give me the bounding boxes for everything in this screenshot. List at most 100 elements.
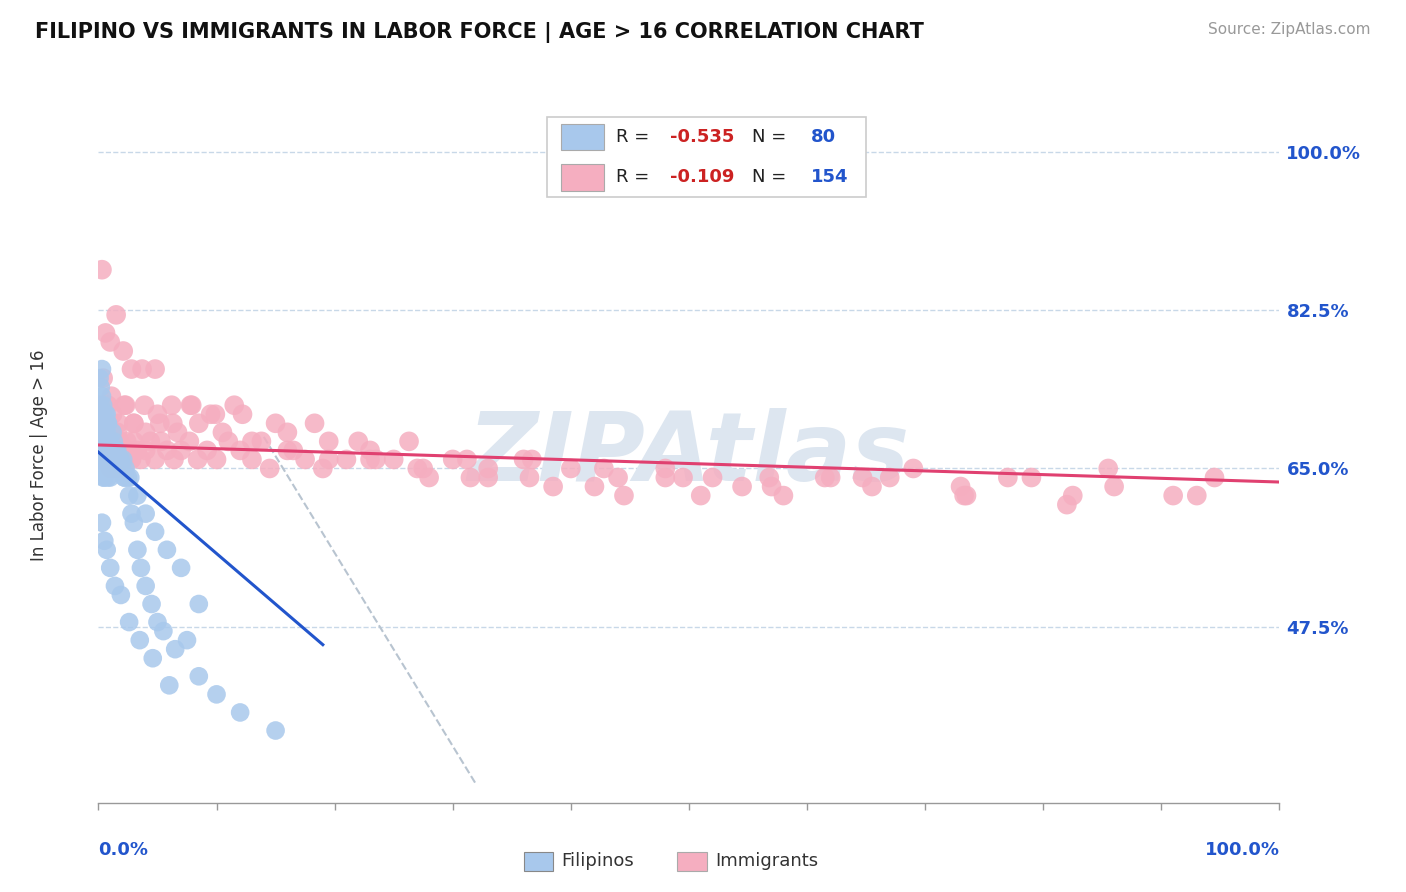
Text: FILIPINO VS IMMIGRANTS IN LABOR FORCE | AGE > 16 CORRELATION CHART: FILIPINO VS IMMIGRANTS IN LABOR FORCE | … xyxy=(35,22,924,44)
Point xyxy=(104,452,127,467)
Point xyxy=(97,417,120,431)
Point xyxy=(91,461,114,475)
Point xyxy=(441,452,464,467)
Point xyxy=(96,443,118,458)
Bar xyxy=(561,124,605,150)
Point xyxy=(105,308,128,322)
Point xyxy=(94,461,117,475)
Point xyxy=(98,461,121,475)
Point xyxy=(112,344,135,359)
Point xyxy=(94,407,117,421)
Point xyxy=(318,452,340,467)
Point xyxy=(91,516,114,530)
Point xyxy=(128,633,150,648)
Point xyxy=(91,452,114,467)
Point xyxy=(160,398,183,412)
Point xyxy=(187,669,209,683)
Text: In Labor Force | Age > 16: In Labor Force | Age > 16 xyxy=(31,349,48,561)
Point xyxy=(90,380,112,394)
Point xyxy=(689,489,711,503)
Point xyxy=(105,425,128,440)
Point xyxy=(135,507,157,521)
Point xyxy=(118,443,141,458)
Point xyxy=(129,452,152,467)
Point xyxy=(127,542,149,557)
Point xyxy=(93,470,115,484)
Text: 80: 80 xyxy=(811,128,835,146)
Point xyxy=(112,470,135,484)
Point xyxy=(93,417,115,431)
Point xyxy=(240,452,263,467)
Point xyxy=(89,398,111,412)
Point xyxy=(90,452,112,467)
Point xyxy=(104,579,127,593)
Point xyxy=(143,452,166,467)
Point xyxy=(96,425,118,440)
Point xyxy=(110,452,132,467)
Point xyxy=(460,470,482,484)
Point xyxy=(654,470,676,484)
Point xyxy=(98,443,121,458)
Point xyxy=(359,443,381,458)
Point xyxy=(1185,489,1208,503)
Point xyxy=(117,470,139,484)
Bar xyxy=(678,852,707,871)
Point xyxy=(114,461,136,475)
Point xyxy=(101,407,124,421)
Point xyxy=(229,443,252,458)
Point xyxy=(112,452,135,467)
Point xyxy=(814,470,837,484)
Point xyxy=(157,678,180,692)
Point xyxy=(143,362,166,376)
Point xyxy=(98,561,121,575)
Point xyxy=(135,443,157,458)
Point xyxy=(1102,479,1125,493)
Point xyxy=(731,479,754,493)
Point xyxy=(143,524,166,539)
Point xyxy=(91,443,114,458)
Point xyxy=(520,452,543,467)
Point xyxy=(112,470,135,484)
Point xyxy=(477,470,499,484)
Point xyxy=(122,434,145,449)
Point xyxy=(101,425,124,440)
Point xyxy=(613,489,636,503)
Point xyxy=(761,479,783,493)
Point xyxy=(1161,489,1184,503)
Point xyxy=(97,443,120,458)
Bar xyxy=(523,852,553,871)
Point xyxy=(91,425,114,440)
Point xyxy=(170,561,193,575)
Point xyxy=(89,434,111,449)
Point xyxy=(90,398,112,412)
Point xyxy=(205,687,228,701)
Point xyxy=(654,461,676,475)
Point xyxy=(264,417,287,431)
Point xyxy=(91,407,114,421)
Text: 100.0%: 100.0% xyxy=(1205,841,1279,859)
Point xyxy=(166,425,188,440)
Point xyxy=(141,597,163,611)
Point xyxy=(997,470,1019,484)
Point xyxy=(114,398,136,412)
Point xyxy=(98,470,121,484)
Point xyxy=(146,615,169,629)
Point xyxy=(519,470,541,484)
Point xyxy=(156,542,179,557)
Point xyxy=(91,417,114,431)
Point xyxy=(1097,461,1119,475)
Point xyxy=(1204,470,1226,484)
Point xyxy=(672,470,695,484)
Point xyxy=(129,561,152,575)
Point xyxy=(121,452,143,467)
FancyBboxPatch shape xyxy=(547,118,866,197)
Text: -0.535: -0.535 xyxy=(671,128,734,146)
Point xyxy=(259,461,281,475)
Point xyxy=(105,461,128,475)
Point xyxy=(110,452,132,467)
Point xyxy=(111,461,134,475)
Point xyxy=(418,470,440,484)
Point xyxy=(851,470,873,484)
Point xyxy=(152,624,174,639)
Point xyxy=(93,417,115,431)
